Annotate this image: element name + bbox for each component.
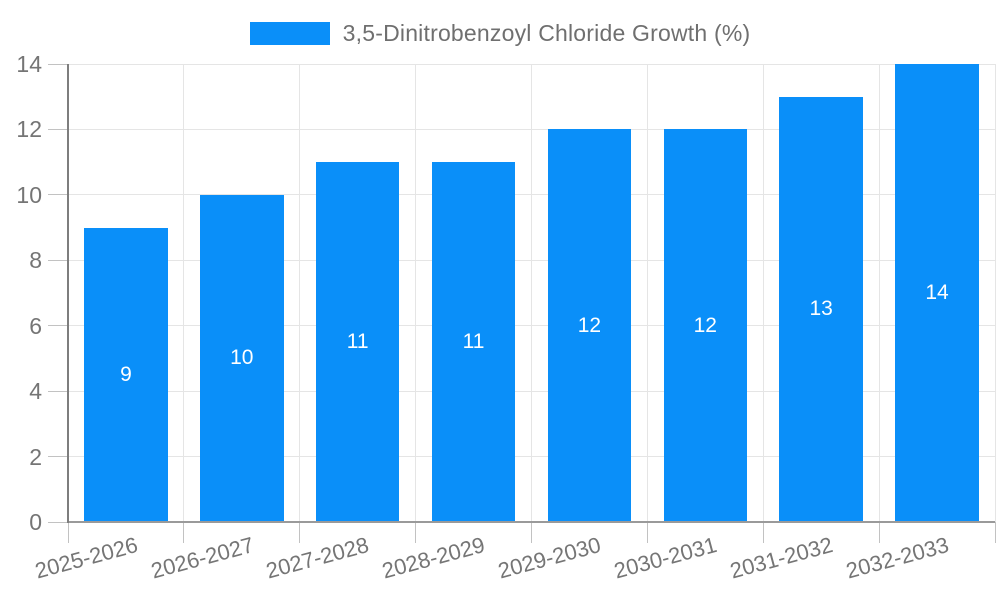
y-axis-tick — [48, 63, 68, 65]
bar-value-label: 12 — [577, 313, 602, 337]
y-axis-tick — [48, 521, 68, 523]
bar[interactable]: 11 — [315, 162, 400, 522]
x-axis-tick — [67, 522, 69, 543]
y-axis-tick-label: 4 — [29, 378, 42, 405]
y-axis-tick — [48, 390, 68, 392]
bar-value-label: 13 — [809, 297, 833, 321]
v-gridline — [762, 64, 764, 522]
y-axis-tick-label: 10 — [16, 181, 42, 208]
bar[interactable]: 11 — [431, 162, 516, 522]
bar-value-label: 12 — [693, 313, 717, 337]
v-gridline — [994, 64, 996, 522]
x-axis-tick-label: 2027-2028 — [263, 532, 372, 584]
x-axis-tick — [183, 522, 185, 543]
x-axis-tick — [878, 522, 880, 543]
bar[interactable]: 12 — [663, 129, 748, 522]
y-axis-tick-label: 6 — [29, 312, 42, 339]
x-axis-tick — [646, 522, 648, 543]
v-gridline — [183, 64, 185, 522]
v-gridline — [415, 64, 417, 522]
y-axis-tick — [48, 194, 68, 196]
y-axis-tick — [48, 128, 68, 130]
bar-value-label: 11 — [462, 330, 485, 354]
x-axis-tick — [762, 522, 764, 543]
x-axis-line — [67, 521, 995, 523]
y-axis-tick-label: 14 — [16, 51, 42, 77]
bar-value-label: 14 — [925, 281, 949, 304]
bar-value-label: 10 — [230, 346, 254, 370]
legend-swatch-icon — [249, 22, 330, 45]
v-gridline — [299, 64, 301, 522]
y-axis-line — [67, 64, 69, 523]
x-axis-tick-label: 2025-2026 — [32, 532, 141, 584]
x-axis-tick-label: 2029-2030 — [495, 532, 604, 584]
y-axis-tick-label: 2 — [29, 443, 42, 470]
v-gridline — [646, 64, 648, 522]
chart-legend[interactable]: 3,5-Dinitrobenzoyl Chloride Growth (%) — [0, 20, 1000, 47]
bar[interactable]: 12 — [547, 129, 632, 522]
x-axis-tick-label: 2030-2031 — [611, 532, 720, 584]
bar-value-label: 9 — [120, 362, 132, 386]
y-axis-tick-label: 0 — [29, 509, 42, 535]
x-axis-tick-label: 2032-2033 — [843, 532, 952, 584]
y-axis-tick-label: 8 — [29, 247, 42, 274]
bar-value-label: 11 — [346, 330, 369, 354]
x-axis-tick — [531, 522, 532, 543]
x-axis-tick-label: 2028-2029 — [379, 532, 488, 584]
bar[interactable]: 13 — [779, 96, 863, 522]
bar[interactable]: 14 — [895, 64, 979, 522]
x-axis-tick-label: 2026-2027 — [147, 532, 257, 584]
x-axis-tick — [994, 522, 996, 543]
v-gridline — [878, 64, 880, 522]
y-axis-tick — [48, 456, 68, 458]
v-gridline — [531, 64, 532, 522]
x-axis-tick-label: 2031-2032 — [727, 532, 836, 584]
bar[interactable]: 9 — [84, 227, 168, 522]
x-axis-tick — [299, 522, 301, 543]
legend-label: 3,5-Dinitrobenzoyl Chloride Growth (%) — [342, 20, 751, 46]
x-axis-tick — [415, 522, 417, 543]
y-axis-tick — [48, 325, 68, 327]
y-axis-tick-label: 12 — [16, 116, 42, 143]
bar[interactable]: 10 — [200, 194, 284, 522]
y-axis-tick — [48, 259, 68, 261]
